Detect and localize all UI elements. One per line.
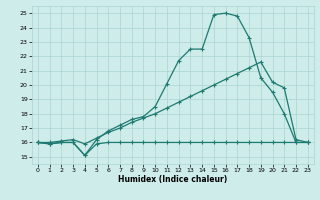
X-axis label: Humidex (Indice chaleur): Humidex (Indice chaleur) [118,175,228,184]
